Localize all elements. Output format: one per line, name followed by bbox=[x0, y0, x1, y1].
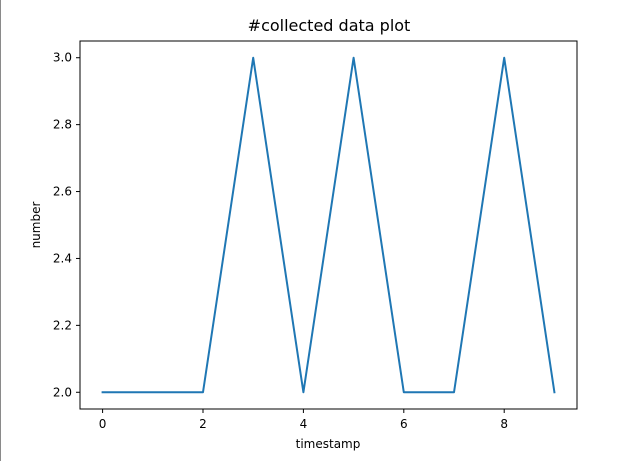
x-tick-label: 2 bbox=[199, 417, 207, 431]
x-tick-label: 0 bbox=[99, 417, 107, 431]
y-tick-label: 3.0 bbox=[53, 51, 72, 65]
x-tick-label: 6 bbox=[400, 417, 408, 431]
y-axis-label: number bbox=[29, 202, 43, 249]
y-tick-label: 2.2 bbox=[53, 318, 72, 332]
window-edge-line bbox=[0, 0, 1, 461]
x-tick-label: 4 bbox=[300, 417, 308, 431]
y-tick-label: 2.6 bbox=[53, 185, 72, 199]
data-series-line bbox=[101, 56, 556, 394]
plot-frame bbox=[79, 40, 578, 410]
y-tick-label: 2.0 bbox=[53, 385, 72, 399]
x-axis-label: timestamp bbox=[296, 437, 361, 451]
y-tick-label: 2.4 bbox=[53, 251, 72, 265]
y-tick-label: 2.8 bbox=[53, 118, 72, 132]
y-axis-ticks: 2.0 2.2 2.4 2.6 2.8 3.0 bbox=[53, 51, 80, 399]
x-tick-label: 8 bbox=[500, 417, 508, 431]
chart-title: #collected data plot bbox=[248, 16, 411, 35]
x-axis-ticks: 0 2 4 6 8 bbox=[99, 409, 508, 431]
